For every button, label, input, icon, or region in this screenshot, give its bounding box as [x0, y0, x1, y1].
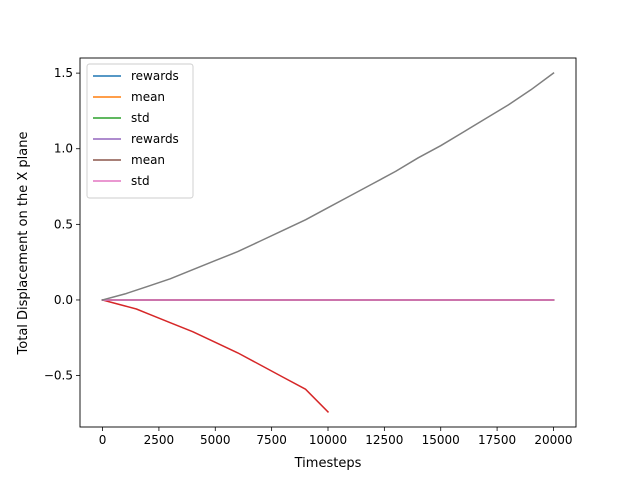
x-tick-label: 0 — [99, 433, 107, 447]
x-axis-label: Timesteps — [294, 456, 362, 471]
x-tick-label: 20000 — [534, 433, 572, 447]
x-tick-label: 15000 — [422, 433, 460, 447]
y-axis: −0.5 0.0 0.5 1.0 1.5 — [44, 66, 80, 383]
legend: rewards mean std rewards mean std — [86, 63, 194, 199]
series-line-7 — [101, 72, 555, 301]
x-tick-label: 17500 — [478, 433, 516, 447]
y-tick-label: −0.5 — [44, 369, 73, 383]
legend-label: mean — [131, 153, 165, 167]
x-tick-label: 5000 — [200, 433, 231, 447]
legend-label: std — [131, 111, 150, 125]
y-tick-label: 0.0 — [54, 293, 73, 307]
legend-label: std — [131, 174, 150, 188]
series-layer — [101, 72, 555, 413]
x-tick-label: 12500 — [365, 433, 403, 447]
x-axis: 0 2500 5000 7500 10000 12500 15000 17500 20000 — [99, 427, 573, 447]
legend-label: mean — [131, 90, 165, 104]
y-tick-label: 1.5 — [54, 66, 73, 80]
y-tick-label: 1.0 — [54, 142, 73, 156]
legend-label: rewards — [131, 69, 179, 83]
x-tick-label: 7500 — [256, 433, 287, 447]
y-tick-label: 0.5 — [54, 217, 73, 231]
x-tick-label: 2500 — [144, 433, 175, 447]
x-tick-label: 10000 — [309, 433, 347, 447]
series-line-3 — [101, 299, 330, 413]
y-axis-label: Total Displacement on the X plane — [16, 132, 31, 356]
legend-label: rewards — [131, 132, 179, 146]
